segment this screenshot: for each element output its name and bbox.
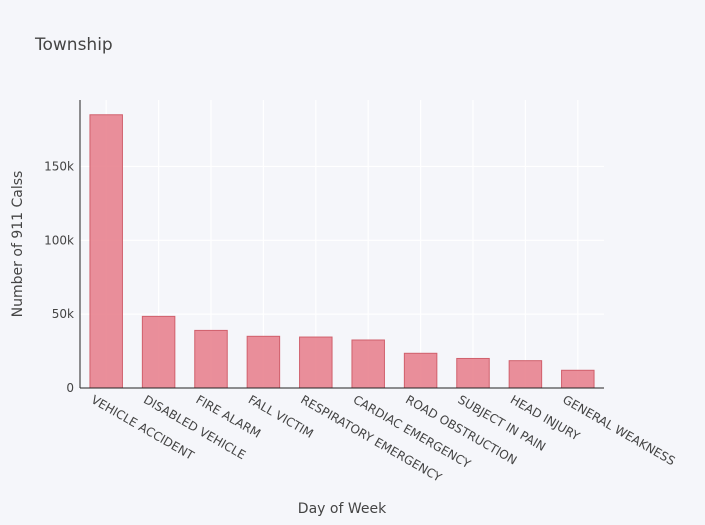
y-tick-label: 100k — [44, 233, 74, 247]
y-tick-label: 50k — [52, 307, 74, 321]
bar — [89, 114, 123, 389]
bar — [299, 336, 333, 389]
y-tick-label: 0 — [66, 381, 74, 395]
bar — [194, 329, 228, 389]
bar — [246, 335, 281, 389]
bar — [456, 357, 490, 389]
grid-lines — [80, 100, 604, 388]
x-axis-title: Day of Week — [298, 501, 387, 517]
bars — [89, 114, 595, 389]
chart-title: Township — [34, 35, 113, 55]
bar — [141, 315, 176, 389]
bar — [403, 352, 438, 389]
y-tick-label: 150k — [44, 159, 74, 173]
bar — [508, 360, 543, 389]
bar — [351, 339, 385, 389]
bar — [561, 369, 595, 389]
y-tick-labels: 0 50k 100k 150k — [44, 159, 74, 395]
y-axis-title: Number of 911 Calss — [10, 171, 26, 318]
